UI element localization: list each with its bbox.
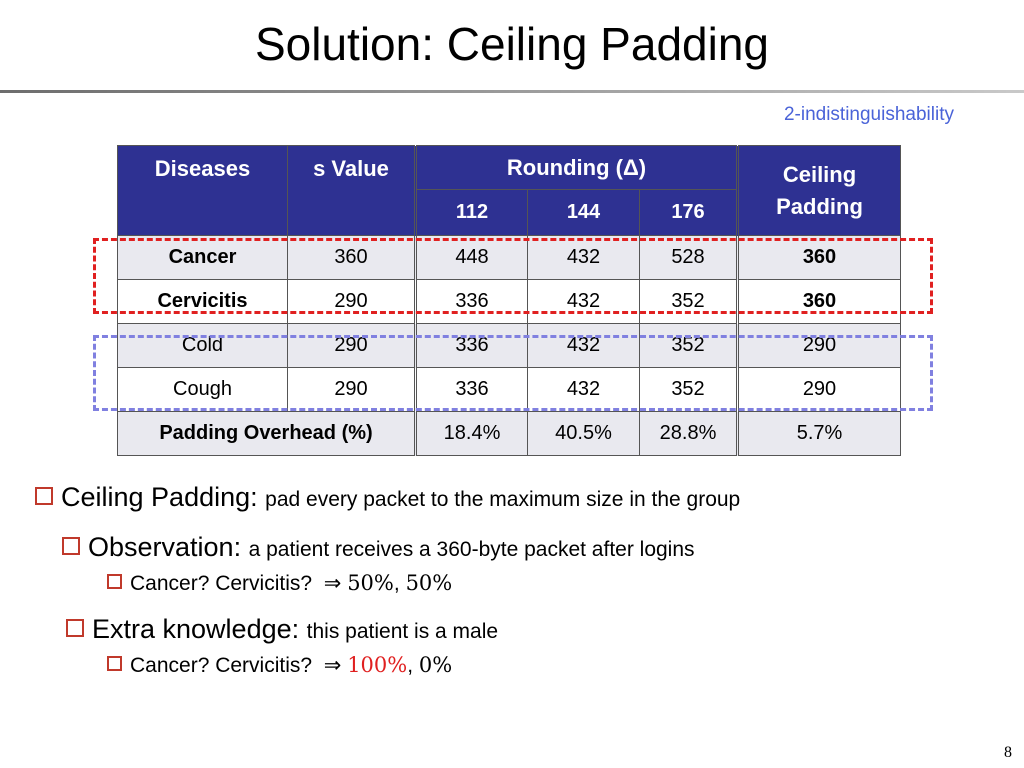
cell-r144: 432 (527, 367, 640, 412)
slide-subtitle: 2-indistinguishability (783, 104, 954, 125)
bullet-text: pad every packet to the maximum size in … (265, 488, 741, 511)
probability-cancer: 50% (347, 571, 394, 595)
cell-ceiling: 290 (737, 367, 901, 412)
separator: , (393, 572, 400, 595)
overhead-label: Padding Overhead (%) (117, 411, 416, 456)
sub-bullet-observation: Cancer? Cervicitis? ⇒ 50%, 50% (107, 571, 452, 596)
header-rounding-144: 144 (527, 189, 640, 236)
bullet-square-icon (35, 486, 53, 505)
cell-disease: Cough (117, 367, 288, 412)
bullet-head: Extra knowledge: (92, 614, 300, 644)
table-row: Cancer 360 448 432 528 360 (117, 235, 901, 280)
cell-ceiling: 360 (737, 235, 901, 280)
bullet-extra-knowledge: Extra knowledge: this patient is a male (66, 614, 498, 645)
header-rounding: Rounding (Δ) (414, 145, 739, 190)
header-diseases: Diseases (117, 145, 288, 236)
overhead-r176: 28.8% (639, 411, 739, 456)
cell-disease: Cancer (117, 235, 288, 280)
cell-r176: 352 (639, 323, 739, 368)
cell-s-value: 360 (287, 235, 416, 280)
probability-cancer: 100% (347, 653, 408, 677)
cell-ceiling: 290 (737, 323, 901, 368)
bullet-head: Ceiling Padding: (61, 482, 258, 512)
cell-r144: 432 (527, 235, 640, 280)
implies-arrow: ⇒ (323, 572, 342, 595)
overhead-ceiling: 5.7% (737, 411, 901, 456)
cell-r144: 432 (527, 323, 640, 368)
cell-s-value: 290 (287, 367, 416, 412)
sub-bullet-extra-knowledge: Cancer? Cervicitis? ⇒ 100%, 0% (107, 653, 452, 678)
cell-r176: 352 (639, 367, 739, 412)
cell-disease: Cold (117, 323, 288, 368)
bullet-square-icon (107, 573, 122, 589)
separator: , (407, 654, 414, 677)
slide-title: Solution: Ceiling Padding (254, 18, 770, 70)
sub-bullet-text: Cancer? Cervicitis? (130, 654, 313, 677)
sub-bullet-text: Cancer? Cervicitis? (130, 572, 313, 595)
cell-r144: 432 (527, 279, 640, 324)
header-ceiling-padding: Ceiling Padding (737, 145, 901, 236)
bullet-square-icon (66, 618, 84, 637)
header-rounding-176: 176 (639, 189, 739, 236)
bullet-square-icon (62, 536, 80, 555)
probability-cervicitis: 50% (405, 571, 453, 595)
header-rounding-112: 112 (414, 189, 528, 236)
title-divider (0, 90, 1024, 93)
bullet-observation: Observation: a patient receives a 360-by… (62, 532, 695, 563)
cell-s-value: 290 (287, 279, 416, 324)
table-row: Cough 290 336 432 352 290 (117, 367, 901, 412)
cell-r176: 352 (639, 279, 739, 324)
cell-disease: Cervicitis (117, 279, 288, 324)
cell-r112: 336 (414, 279, 528, 324)
cell-r112: 336 (414, 367, 528, 412)
implies-arrow: ⇒ (323, 654, 342, 677)
bullet-text: this patient is a male (306, 620, 499, 643)
padding-table: Diseases s Value Rounding (Δ) Ceiling Pa… (117, 145, 901, 456)
cell-ceiling: 360 (737, 279, 901, 324)
probability-cervicitis: 0% (418, 653, 453, 677)
page-number: 8 (1004, 744, 1012, 761)
cell-s-value: 290 (287, 323, 416, 368)
header-s-value: s Value (287, 145, 416, 236)
cell-r176: 528 (639, 235, 739, 280)
table-row: Cervicitis 290 336 432 352 360 (117, 279, 901, 324)
cell-r112: 336 (414, 323, 528, 368)
cell-r112: 448 (414, 235, 528, 280)
overhead-r144: 40.5% (527, 411, 640, 456)
overhead-row: Padding Overhead (%) 18.4% 40.5% 28.8% 5… (117, 411, 901, 456)
bullet-square-icon (107, 655, 122, 671)
bullet-text: a patient receives a 360-byte packet aft… (248, 538, 695, 561)
overhead-r112: 18.4% (414, 411, 528, 456)
bullet-ceiling-padding: Ceiling Padding: pad every packet to the… (35, 482, 740, 513)
table-row: Cold 290 336 432 352 290 (117, 323, 901, 368)
bullet-head: Observation: (88, 532, 242, 562)
